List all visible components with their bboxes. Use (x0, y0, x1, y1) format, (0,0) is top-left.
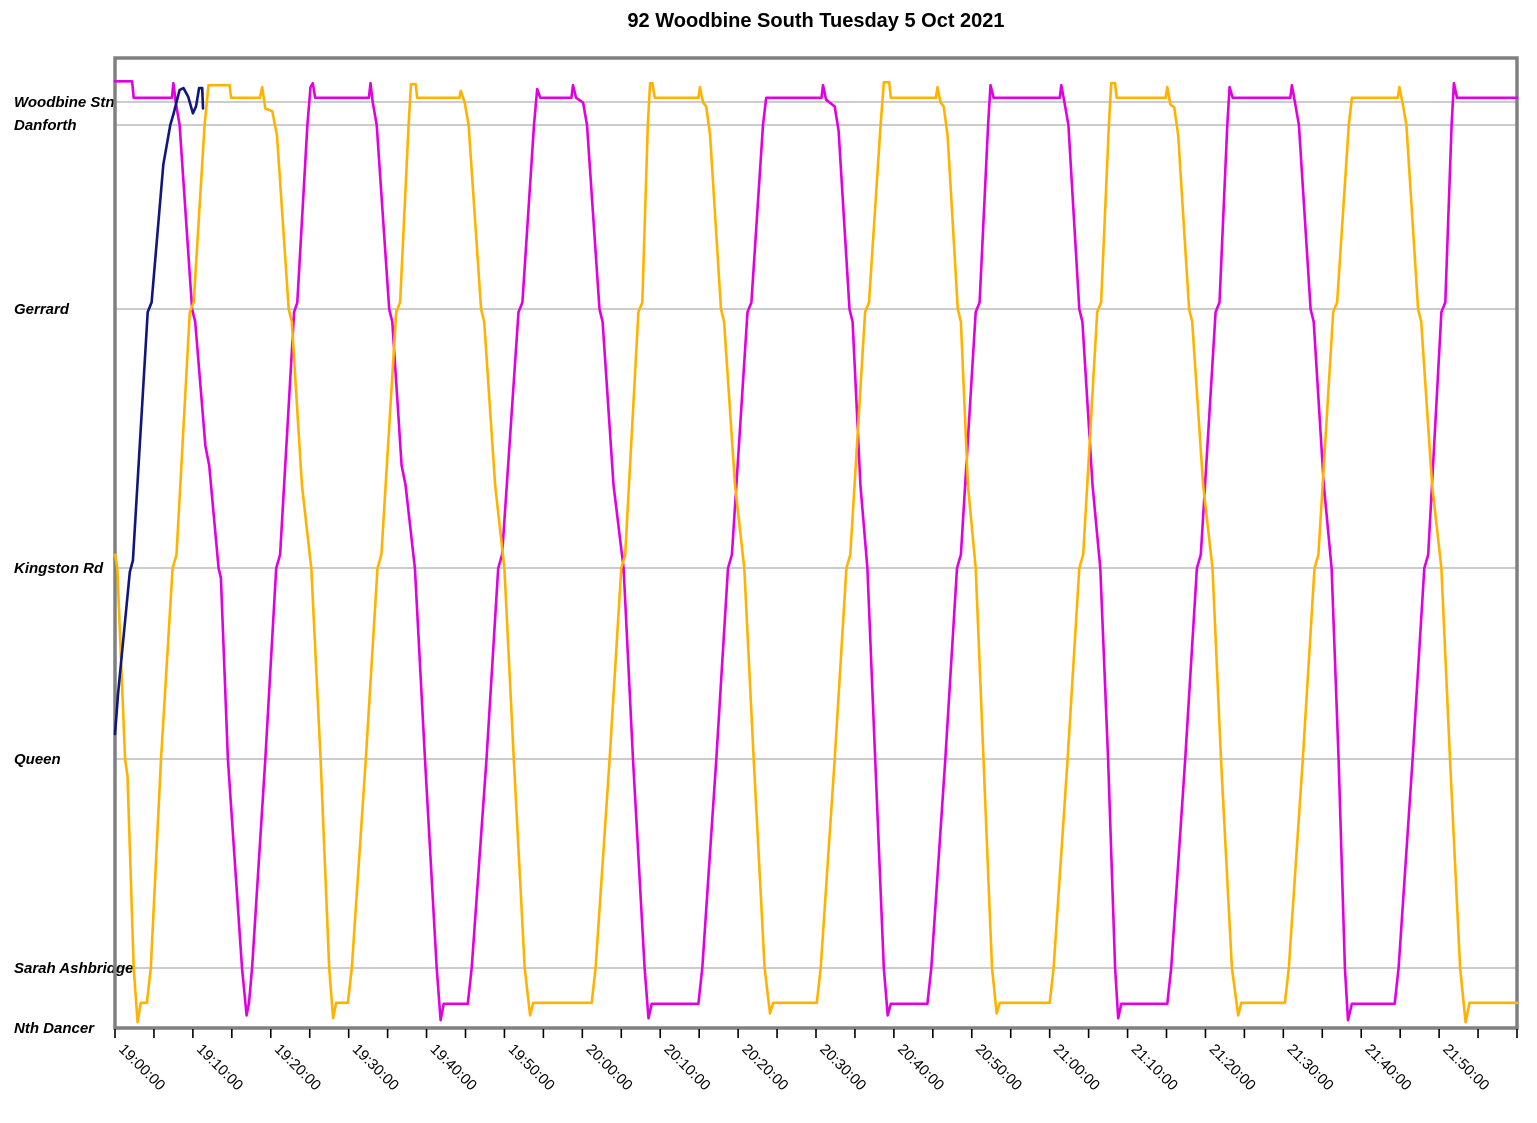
x-tick-label-213000: 21:30:00 (1284, 1041, 1337, 1094)
x-tick-label-211000: 21:10:00 (1128, 1041, 1181, 1094)
trajectory-line-vehicle-navy (113, 86, 205, 736)
x-tick-label-194000: 19:40:00 (427, 1041, 480, 1094)
station-label-gerrard: Gerrard (14, 301, 70, 318)
trajectory-line-vehicle-orange (113, 81, 1519, 1024)
x-tick-label-192000: 19:20:00 (271, 1041, 324, 1094)
x-tick-label-205000: 20:50:00 (972, 1041, 1025, 1094)
x-tick-label-215000: 21:50:00 (1439, 1041, 1492, 1094)
station-label-woodbine-stn: Woodbine Stn (14, 94, 115, 111)
x-tick-label-214000: 21:40:00 (1361, 1041, 1414, 1094)
x-tick-label-200000: 20:00:00 (583, 1041, 636, 1094)
trajectory-line-vehicle-magenta (113, 80, 1519, 1022)
x-tick-label-195000: 19:50:00 (505, 1041, 558, 1094)
station-label-danforth: Danforth (14, 117, 77, 134)
x-tick-label-191000: 19:10:00 (193, 1041, 246, 1094)
x-tick-label-212000: 21:20:00 (1206, 1041, 1259, 1094)
x-tick-label-202000: 20:20:00 (738, 1041, 791, 1094)
x-tick-label-193000: 19:30:00 (349, 1041, 402, 1094)
x-tick-label-203000: 20:30:00 (816, 1041, 869, 1094)
x-tick-label-204000: 20:40:00 (894, 1041, 947, 1094)
plot-border (113, 56, 1519, 1030)
station-label-kingston-rd: Kingston Rd (14, 560, 104, 577)
x-tick-label-201000: 20:10:00 (660, 1041, 713, 1094)
station-label-sarah-ashbridge: Sarah Ashbridge (14, 960, 133, 977)
x-tick-label-190000: 19:00:00 (115, 1041, 168, 1094)
x-tick-label-210000: 21:00:00 (1050, 1041, 1103, 1094)
chart-title: 92 Woodbine South Tuesday 5 Oct 2021 (627, 10, 1005, 32)
station-label-nth-dancer: Nth Dancer (14, 1020, 95, 1037)
station-label-queen: Queen (14, 751, 61, 768)
